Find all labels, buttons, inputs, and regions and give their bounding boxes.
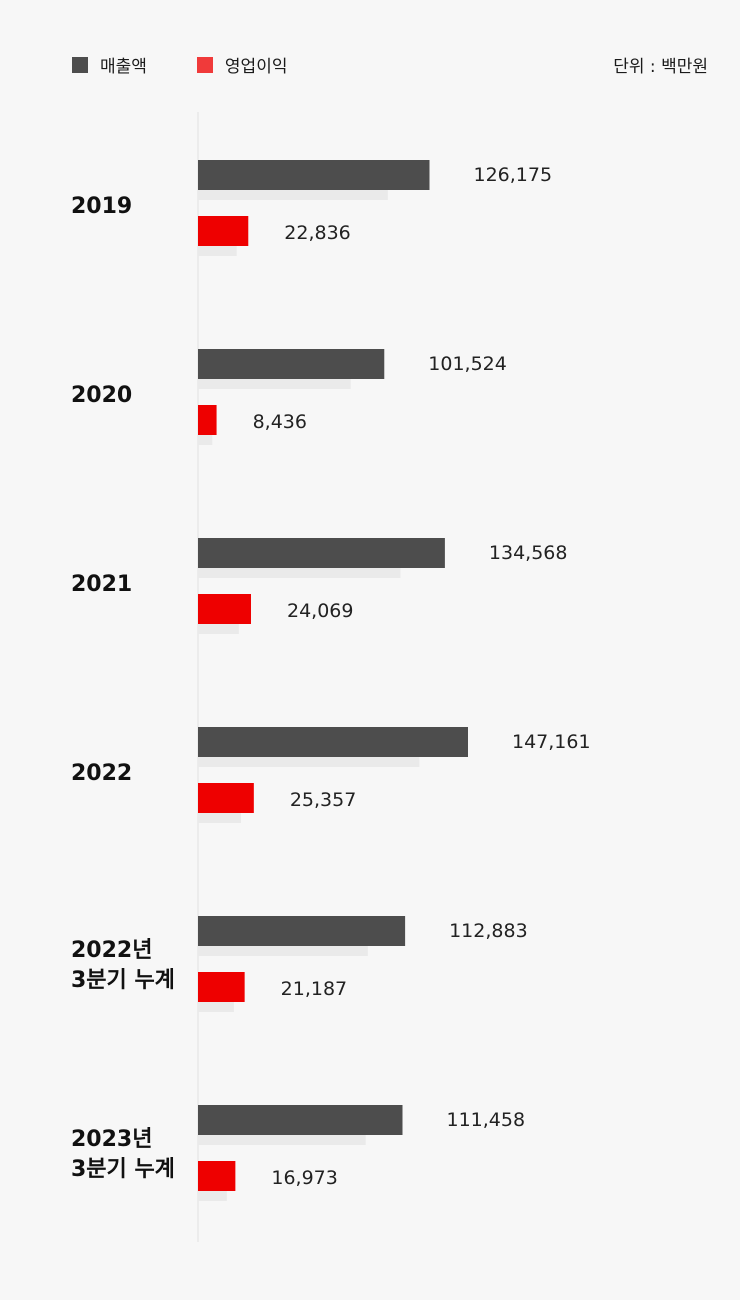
legend-item-profit: 영업이익	[196, 52, 288, 77]
revenue-bar	[198, 916, 406, 946]
revenue-bar	[198, 1105, 403, 1135]
category-label: 3분기 누계	[71, 1157, 175, 1182]
profit-bar	[198, 594, 251, 624]
profit-value-label: 24,069	[287, 600, 353, 622]
category-label: 3분기 누계	[71, 968, 175, 993]
revenue-bar	[198, 160, 430, 190]
revenue-bar	[198, 727, 468, 757]
revenue-value-label: 111,458	[446, 1109, 525, 1131]
profit-value-label: 22,836	[284, 222, 350, 244]
category-label: 2019	[71, 194, 132, 219]
legend-revenue-label: 매출액	[100, 57, 147, 77]
revenue-value-label: 147,161	[512, 731, 591, 753]
profit-value-label: 8,436	[253, 411, 307, 433]
revenue-value-label: 112,883	[449, 920, 528, 942]
profit-bar	[198, 972, 245, 1002]
profit-value-label: 16,973	[271, 1167, 337, 1189]
category-label: 2021	[71, 572, 132, 597]
revenue-value-label: 126,175	[473, 164, 552, 186]
revenue-value-label: 134,568	[489, 542, 568, 564]
revenue-bar	[198, 538, 445, 568]
category-label: 2023년	[71, 1127, 152, 1152]
revenue-bar	[198, 349, 385, 379]
revenue-value-label: 101,524	[428, 353, 507, 375]
revenue-swatch	[72, 56, 88, 73]
profit-bar	[198, 405, 217, 435]
profit-swatch	[196, 56, 213, 73]
category-label: 2022년	[71, 938, 152, 963]
legend: 매출액 영업이익	[72, 52, 337, 77]
category-label: 2020	[71, 383, 132, 408]
unit-label: 단위 : 백만원	[613, 57, 708, 77]
legend-item-revenue: 매출액	[72, 52, 147, 77]
profit-value-label: 25,357	[290, 789, 356, 811]
legend-profit-label: 영업이익	[224, 57, 288, 77]
category-label: 2022	[71, 761, 132, 786]
profit-bar	[198, 216, 249, 246]
profit-value-label: 21,187	[281, 978, 347, 1000]
profit-bar	[198, 783, 254, 813]
profit-bar	[198, 1161, 236, 1191]
